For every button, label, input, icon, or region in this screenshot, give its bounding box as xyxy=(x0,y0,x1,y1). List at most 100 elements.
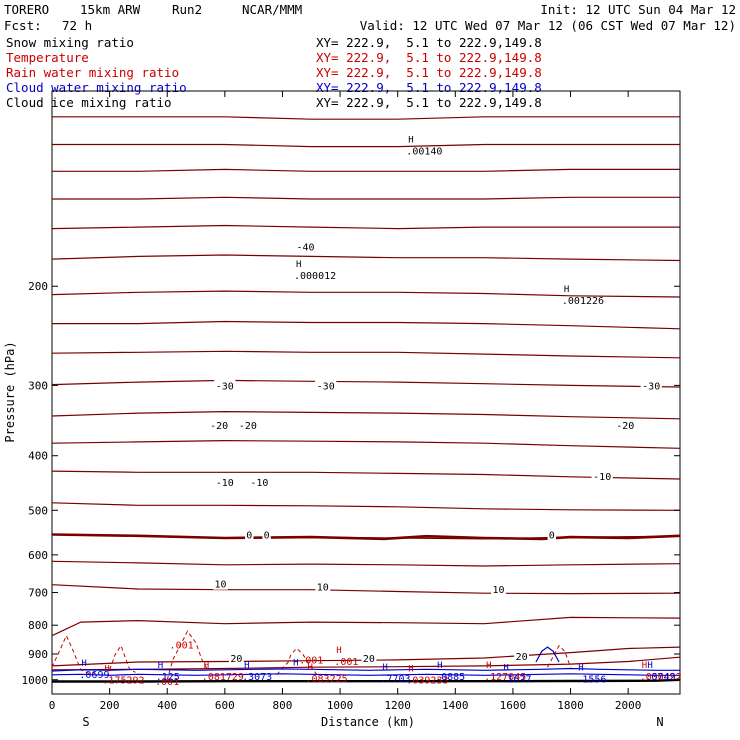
rain-contour-label: .001 xyxy=(299,655,323,666)
temperature-contour-10 xyxy=(51,410,681,420)
temperature-contour-19 xyxy=(51,656,681,671)
contour-label-background xyxy=(245,528,254,541)
temperature-contour-13 xyxy=(51,502,681,511)
temperature-contour-17 xyxy=(51,616,681,637)
y-tick-label: 500 xyxy=(28,504,48,517)
field-name-cloud-ice: Cloud ice mixing ratio xyxy=(6,95,172,110)
run-label: Run2 xyxy=(172,2,202,17)
x-tick-label: 1600 xyxy=(500,699,527,712)
temperature-contour-label: -20 xyxy=(239,421,257,432)
field-xy-snow: XY= 222.9, 5.1 to 222.9,149.8 xyxy=(316,35,542,50)
max-marker-h: H xyxy=(293,658,298,668)
field-xy-cloud-ice: XY= 222.9, 5.1 to 222.9,149.8 xyxy=(316,95,542,110)
valid-time: Valid: 12 UTC Wed 07 Mar 12 (06 CST Wed … xyxy=(360,18,736,33)
rain-contours xyxy=(51,630,571,680)
temperature-contour-7 xyxy=(52,320,681,330)
temperature-contour-6 xyxy=(51,290,681,298)
temperature-contour-4 xyxy=(51,224,680,230)
temperature-contour-label: -30 xyxy=(216,381,234,392)
temperature-contour-9 xyxy=(51,379,681,388)
max-marker-h: H xyxy=(308,663,313,673)
rain-contour-3 xyxy=(276,647,318,676)
org-label: NCAR/MMM xyxy=(242,2,302,17)
temperature-contour-11 xyxy=(51,439,681,449)
contour-labels: -40 -30 -30 -30 -20 -20 -20 -10 -10 -10 0 0 0 10 10 10 2… xyxy=(79,136,681,688)
max-marker-value: .0885 xyxy=(435,672,465,683)
temperature-contour-label: -20 xyxy=(616,421,634,432)
rain-contour-0 xyxy=(51,634,96,675)
x-tick-label: 800 xyxy=(273,699,293,712)
y-tick-label: 300 xyxy=(28,379,48,392)
field-xy-temperature: XY= 222.9, 5.1 to 222.9,149.8 xyxy=(316,50,542,65)
temperature-contour-2 xyxy=(52,168,680,172)
max-marker-h: H xyxy=(408,136,413,146)
rain-contour-label: .001 xyxy=(170,640,194,651)
max-marker-value: .7703 xyxy=(380,674,410,685)
max-marker-value: .050492 xyxy=(640,672,682,683)
temperature-contour-8 xyxy=(51,350,681,359)
temperature-contours xyxy=(51,116,681,683)
temperature-contour-label: -10 xyxy=(216,478,234,489)
temperature-contour-label: 10 xyxy=(492,585,504,596)
plot-frame xyxy=(51,90,681,695)
field-name-temperature: Temperature xyxy=(6,50,89,65)
freezing-level-contour xyxy=(51,533,681,541)
max-marker-h: H xyxy=(244,661,249,671)
rain-contour-1 xyxy=(109,644,136,673)
max-marker-h: H xyxy=(104,664,109,674)
contour-label-background xyxy=(214,475,236,488)
init-time: Init: 12 UTC Sun 04 Mar 12 xyxy=(540,2,736,17)
model-resolution: 15km ARW xyxy=(80,2,141,17)
field-name-rain: Rain water mixing ratio xyxy=(6,65,179,80)
x-tick-label: 1800 xyxy=(557,699,584,712)
x-tick-label: 1000 xyxy=(327,699,354,712)
x-tick-label: 200 xyxy=(100,699,120,712)
y-tick-label: 700 xyxy=(28,587,48,600)
contour-label-background xyxy=(361,652,377,664)
max-marker-h: H xyxy=(336,646,341,656)
forecast-label: Fcst: xyxy=(4,18,42,33)
field-xy-rain: XY= 222.9, 5.1 to 222.9,149.8 xyxy=(316,65,542,80)
contour-label-background xyxy=(315,580,331,593)
cloud-water-contour-1 xyxy=(51,673,680,676)
max-marker-h: H xyxy=(503,663,508,673)
contour-label-background xyxy=(514,650,529,663)
contour-label-background xyxy=(208,419,230,432)
x-axis-start-label: S xyxy=(82,715,89,729)
temperature-contour-15 xyxy=(51,560,681,567)
temperature-contour-label: -40 xyxy=(296,243,314,254)
temperature-contour-label: 20 xyxy=(363,654,375,665)
max-marker-value: .001226 xyxy=(562,296,604,307)
temperature-contour-0 xyxy=(52,116,680,120)
max-marker-h: H xyxy=(437,661,442,671)
temperature-contour-label: -20 xyxy=(210,421,228,432)
temperature-contour-18 xyxy=(51,646,681,667)
temperature-contour-16 xyxy=(51,584,681,595)
max-marker-h: H xyxy=(642,661,647,671)
max-marker-value: .127045 xyxy=(484,672,526,683)
contour-label-background xyxy=(214,379,236,392)
contour-label-background xyxy=(248,475,270,488)
temperature-contour-label: 10 xyxy=(317,583,329,594)
max-marker-value: .1677 xyxy=(501,674,531,685)
contour-label-background xyxy=(614,419,636,432)
x-tick-label: 1200 xyxy=(384,699,411,712)
max-marker-value: .081729 xyxy=(202,672,244,683)
y-tick-label: 600 xyxy=(28,549,48,562)
x-axis-end-label: N xyxy=(656,715,663,729)
rain-contour-label: .001 xyxy=(155,677,179,688)
y-tick-label: 800 xyxy=(28,619,48,632)
max-marker-h: H xyxy=(486,661,491,671)
cloud-water-contour-2 xyxy=(535,646,560,663)
x-tick-label: 2000 xyxy=(615,699,642,712)
contour-label-background xyxy=(315,379,337,392)
max-marker-value: .0742 xyxy=(645,672,675,683)
temperature-contour-label: -10 xyxy=(593,472,611,483)
axis-ticks: 0 200 400 600 800 1000 1200 1400 1600 1800 2000200… xyxy=(22,91,680,712)
max-marker-h: H xyxy=(408,664,413,674)
temperature-contour-3 xyxy=(52,196,680,200)
y-tick-label: 1000 xyxy=(22,674,49,687)
x-axis-label: Distance (km) xyxy=(321,715,415,729)
max-marker-h: H xyxy=(647,661,652,671)
